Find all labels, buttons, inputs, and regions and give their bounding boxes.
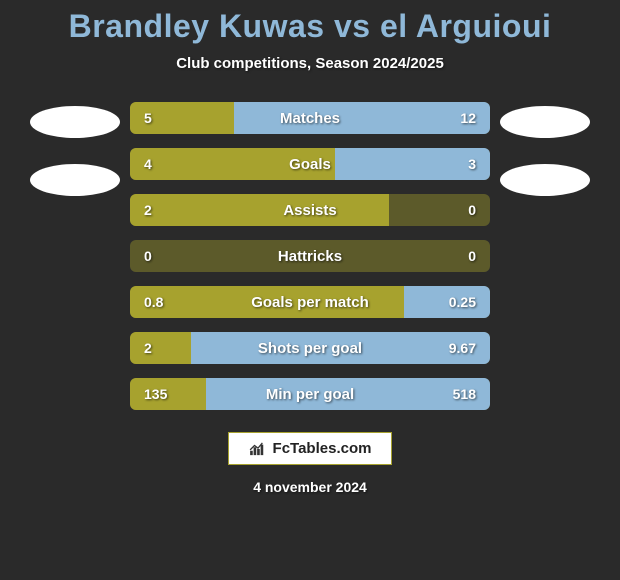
left-avatar-column [20,102,130,196]
stat-label: Hattricks [130,240,490,272]
stat-row: 5Matches12 [130,102,490,134]
stat-label: Matches [130,102,490,134]
stat-value-right: 3 [468,148,476,180]
subtitle: Club competitions, Season 2024/2025 [176,55,444,72]
infographic-container: Brandley Kuwas vs el Arguioui Club compe… [0,0,620,580]
player-avatar-left-1 [30,106,120,138]
stat-row: 135Min per goal518 [130,378,490,410]
stat-row: 0.8Goals per match0.25 [130,286,490,318]
page-title: Brandley Kuwas vs el Arguioui [69,8,552,45]
stat-label: Shots per goal [130,332,490,364]
stat-value-right: 0 [468,194,476,226]
stat-row: 4Goals3 [130,148,490,180]
chart-icon [249,442,267,456]
source-badge[interactable]: FcTables.com [228,432,393,465]
stat-row: 2Shots per goal9.67 [130,332,490,364]
stat-value-right: 9.67 [449,332,476,364]
stat-value-right: 518 [453,378,476,410]
right-avatar-column [490,102,600,196]
stat-rows: 5Matches124Goals32Assists00Hattricks00.8… [130,102,490,410]
chart-area: 5Matches124Goals32Assists00Hattricks00.8… [0,102,620,410]
source-badge-label: FcTables.com [273,440,372,457]
stat-value-right: 0 [468,240,476,272]
date-label: 4 november 2024 [253,479,367,495]
stat-value-right: 12 [460,102,476,134]
stat-value-right: 0.25 [449,286,476,318]
player-avatar-left-2 [30,164,120,196]
stat-row: 2Assists0 [130,194,490,226]
player-avatar-right-1 [500,106,590,138]
stat-label: Min per goal [130,378,490,410]
stat-label: Goals [130,148,490,180]
player-avatar-right-2 [500,164,590,196]
stat-label: Goals per match [130,286,490,318]
stat-label: Assists [130,194,490,226]
stat-row: 0Hattricks0 [130,240,490,272]
